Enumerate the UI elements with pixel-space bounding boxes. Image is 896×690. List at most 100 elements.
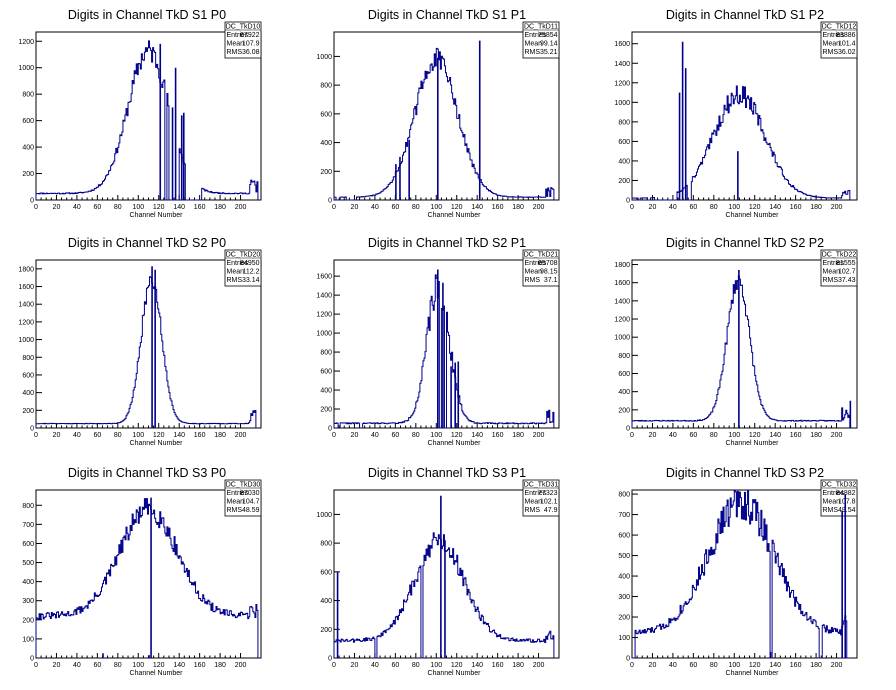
x-tick-label: 120: [153, 204, 165, 211]
stats-entries-label: Entries: [227, 32, 249, 39]
stats-name: DC_TkD30: [226, 482, 261, 489]
histogram-series: [631, 85, 851, 201]
x-tick-label: 100: [132, 204, 144, 211]
stats-mean-value: 98.15: [540, 269, 558, 276]
stats-mean-value: 107.8: [838, 499, 856, 506]
y-tick-label: 1200: [316, 312, 332, 319]
x-tick-label: 60: [689, 432, 697, 439]
histogram-panel: Digits in Channel TkD S2 P0 0 20 40 60 80 100 1…: [18, 236, 262, 447]
x-axis-label: Channel Number: [726, 670, 780, 677]
y-tick-label: 800: [22, 92, 34, 99]
x-tick-label: 100: [430, 662, 442, 669]
x-tick-label: 80: [114, 204, 122, 211]
stats-mean-label: Mean: [525, 41, 543, 48]
y-tick-label: 600: [22, 372, 34, 379]
y-tick-label: 600: [618, 139, 630, 146]
chart-title: Digits in Channel TkD S3 P2: [666, 466, 824, 480]
y-tick-label: 600: [22, 118, 34, 125]
x-tick-label: 180: [214, 204, 226, 211]
x-tick-label: 120: [749, 204, 761, 211]
y-tick-label: 600: [618, 533, 630, 540]
stats-rms-label: RMS: [525, 277, 541, 284]
stats-entries-value: 83886: [836, 32, 856, 39]
x-tick-label: 160: [790, 432, 802, 439]
y-tick-label: 1200: [18, 319, 34, 326]
stats-entries-label: Entries: [525, 260, 547, 267]
chart-title: Digits in Channel TkD S2 P0: [68, 236, 226, 250]
x-tick-label: 140: [769, 662, 781, 669]
x-tick-label: 40: [73, 662, 81, 669]
x-tick-label: 40: [371, 662, 379, 669]
stats-box: [820, 21, 858, 59]
x-tick-label: 20: [53, 662, 61, 669]
histogram-panel: Digits in Channel TkD S3 P2 0 20 40 60 80 100 1…: [618, 466, 858, 677]
y-tick-label: 600: [320, 569, 332, 576]
x-tick-label: 140: [769, 204, 781, 211]
stats-box: [224, 249, 262, 287]
chart-title: Digits in Channel TkD S1 P2: [666, 8, 824, 22]
y-tick-label: 700: [22, 522, 34, 529]
stats-rms-label: RMS: [823, 49, 839, 56]
y-tick-label: 600: [320, 369, 332, 376]
histogram-series: [631, 275, 851, 428]
x-tick-label: 80: [412, 662, 420, 669]
y-tick-label: 200: [618, 615, 630, 622]
y-tick-label: 0: [328, 656, 332, 663]
chart-title: Digits in Channel TkD S3 P1: [368, 466, 526, 480]
y-tick-label: 1200: [614, 317, 630, 324]
y-tick-label: 1000: [316, 331, 332, 338]
x-tick-label: 60: [93, 662, 101, 669]
y-tick-label: 400: [618, 389, 630, 396]
y-tick-label: 400: [618, 158, 630, 165]
histogram-series: [35, 498, 259, 658]
x-tick-label: 120: [153, 432, 165, 439]
chart-title: Digits in Channel TkD S2 P1: [368, 236, 526, 250]
x-tick-label: 100: [430, 432, 442, 439]
y-tick-label: 0: [30, 426, 34, 433]
y-tick-label: 1600: [316, 274, 332, 281]
stats-entries-label: Entries: [525, 490, 547, 497]
y-tick-label: 600: [618, 371, 630, 378]
y-tick-label: 500: [618, 553, 630, 560]
y-tick-label: 100: [22, 636, 34, 643]
x-tick-label: 0: [630, 204, 634, 211]
y-tick-label: 200: [320, 627, 332, 634]
y-tick-label: 0: [626, 426, 630, 433]
y-tick-label: 700: [618, 512, 630, 519]
x-tick-label: 160: [492, 662, 504, 669]
y-tick-label: 300: [22, 598, 34, 605]
x-tick-label: 140: [471, 432, 483, 439]
y-tick-label: 800: [320, 541, 332, 548]
x-tick-label: 200: [831, 204, 843, 211]
stats-entries-label: Entries: [227, 260, 249, 267]
x-tick-label: 200: [831, 662, 843, 669]
x-tick-label: 0: [34, 432, 38, 439]
y-tick-label: 1200: [614, 80, 630, 87]
x-tick-label: 20: [351, 662, 359, 669]
x-tick-label: 140: [471, 662, 483, 669]
histogram-panel: Digits in Channel TkD S1 P1 0 20 40 60 80 100 1…: [316, 8, 560, 219]
x-tick-label: 120: [749, 662, 761, 669]
x-tick-label: 100: [132, 662, 144, 669]
x-tick-label: 0: [332, 662, 336, 669]
y-tick-label: 300: [618, 594, 630, 601]
x-tick-label: 40: [669, 662, 677, 669]
y-tick-label: 0: [30, 198, 34, 205]
x-tick-label: 0: [34, 662, 38, 669]
x-tick-label: 200: [533, 662, 545, 669]
y-tick-label: 1800: [18, 266, 34, 273]
y-tick-label: 0: [328, 426, 332, 433]
y-tick-label: 400: [320, 140, 332, 147]
stats-mean-label: Mean: [525, 269, 543, 276]
histogram-panel: Digits in Channel TkD S2 P1 0 20 40 60 80 100 1…: [316, 236, 560, 447]
y-tick-label: 1000: [18, 65, 34, 72]
y-tick-label: 400: [22, 390, 34, 397]
y-tick-label: 1600: [18, 284, 34, 291]
histogram-series: [35, 276, 257, 428]
chart-title: Digits in Channel TkD S2 P2: [666, 236, 824, 250]
x-tick-label: 160: [492, 432, 504, 439]
y-tick-label: 1400: [614, 298, 630, 305]
y-tick-label: 800: [618, 119, 630, 126]
stats-name: DC_TkD22: [822, 252, 857, 259]
stats-entries-label: Entries: [823, 260, 845, 267]
